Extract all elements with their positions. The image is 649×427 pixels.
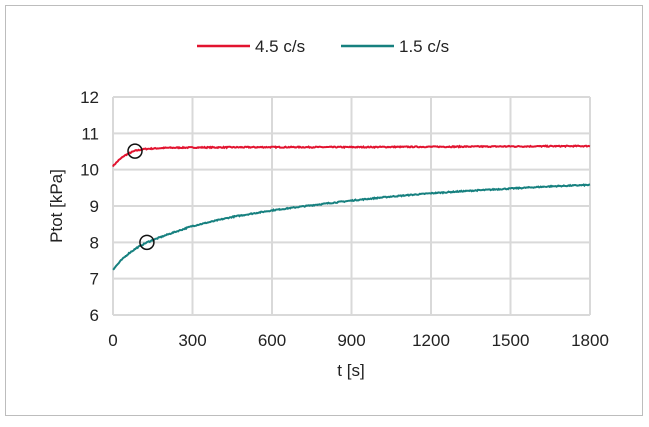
y-tick-label: 7 bbox=[90, 270, 99, 289]
y-tick-label: 10 bbox=[80, 161, 99, 180]
series-marker-0 bbox=[127, 143, 143, 159]
x-tick-label: 1500 bbox=[492, 331, 530, 350]
x-tick-label: 300 bbox=[178, 331, 206, 350]
y-tick-label: 9 bbox=[90, 197, 99, 216]
x-tick-label: 900 bbox=[337, 331, 365, 350]
y-tick-label: 12 bbox=[80, 88, 99, 107]
y-tick-label: 6 bbox=[90, 306, 99, 325]
legend-label-1-5: 1.5 c/s bbox=[399, 37, 449, 56]
series-marker-1 bbox=[139, 234, 155, 251]
y-tick-label: 11 bbox=[81, 124, 99, 143]
chart-border bbox=[5, 5, 643, 416]
legend-label-4-5: 4.5 c/s bbox=[255, 37, 305, 56]
series-line-1 bbox=[112, 183, 591, 271]
series-line-0 bbox=[112, 144, 591, 168]
y-tick-label: 8 bbox=[90, 233, 99, 252]
x-tick-label: 600 bbox=[258, 331, 286, 350]
x-axis-title: t [s] bbox=[337, 361, 364, 380]
x-tick-label: 1200 bbox=[412, 331, 450, 350]
x-tick-label: 0 bbox=[108, 331, 117, 350]
y-axis-title: Ptot [kPa] bbox=[47, 169, 66, 243]
legend: 4.5 c/s 1.5 c/s bbox=[197, 37, 449, 56]
x-tick-label: 1800 bbox=[571, 331, 609, 350]
